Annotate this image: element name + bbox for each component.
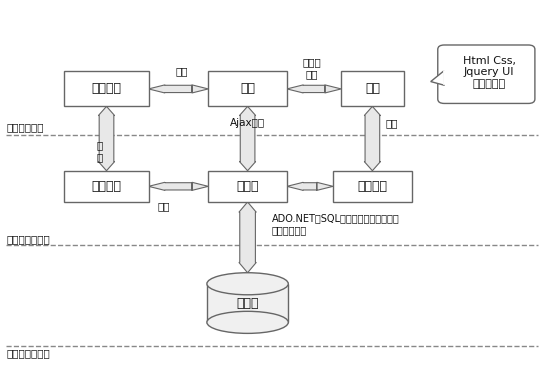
Text: Ajax访问: Ajax访问 (230, 118, 265, 128)
FancyBboxPatch shape (333, 171, 412, 202)
Polygon shape (239, 202, 256, 273)
Text: Html Css,
Jquery UI
绑定，模板: Html Css, Jquery UI 绑定，模板 (462, 56, 516, 89)
Polygon shape (149, 182, 208, 190)
Polygon shape (364, 106, 380, 171)
Text: 映射: 映射 (157, 201, 170, 211)
Text: 客户端页面层: 客户端页面层 (6, 123, 44, 132)
Text: 视图模型: 视图模型 (357, 180, 387, 193)
Polygon shape (239, 106, 256, 171)
Ellipse shape (207, 273, 288, 295)
Text: 视图: 视图 (365, 82, 380, 96)
FancyBboxPatch shape (341, 72, 404, 106)
Text: 数据模型: 数据模型 (91, 82, 121, 96)
Text: 数据库服务器层: 数据库服务器层 (6, 349, 50, 359)
Text: 逻辑应用服务层: 逻辑应用服务层 (6, 235, 50, 245)
FancyBboxPatch shape (208, 72, 287, 106)
Text: 数据库: 数据库 (236, 297, 259, 310)
Polygon shape (149, 85, 208, 93)
FancyBboxPatch shape (438, 45, 535, 103)
Text: 载入: 载入 (385, 118, 398, 128)
Ellipse shape (207, 311, 288, 333)
Text: 数据模型: 数据模型 (91, 180, 121, 193)
Polygon shape (431, 70, 444, 85)
Polygon shape (98, 106, 115, 171)
FancyBboxPatch shape (64, 171, 149, 202)
Text: 映
射: 映 射 (97, 141, 103, 162)
Text: 控制: 控制 (240, 82, 255, 96)
Polygon shape (287, 85, 341, 93)
Polygon shape (287, 182, 333, 190)
FancyBboxPatch shape (208, 171, 287, 202)
Text: 映射: 映射 (175, 66, 188, 76)
Text: 控制器: 控制器 (236, 180, 259, 193)
Text: 操作、
显示: 操作、 显示 (302, 57, 321, 79)
FancyBboxPatch shape (64, 72, 149, 106)
Polygon shape (207, 284, 288, 323)
Text: ADO.NET与SQL访问结合的数据对象，
加速访问技术: ADO.NET与SQL访问结合的数据对象， 加速访问技术 (272, 213, 400, 235)
